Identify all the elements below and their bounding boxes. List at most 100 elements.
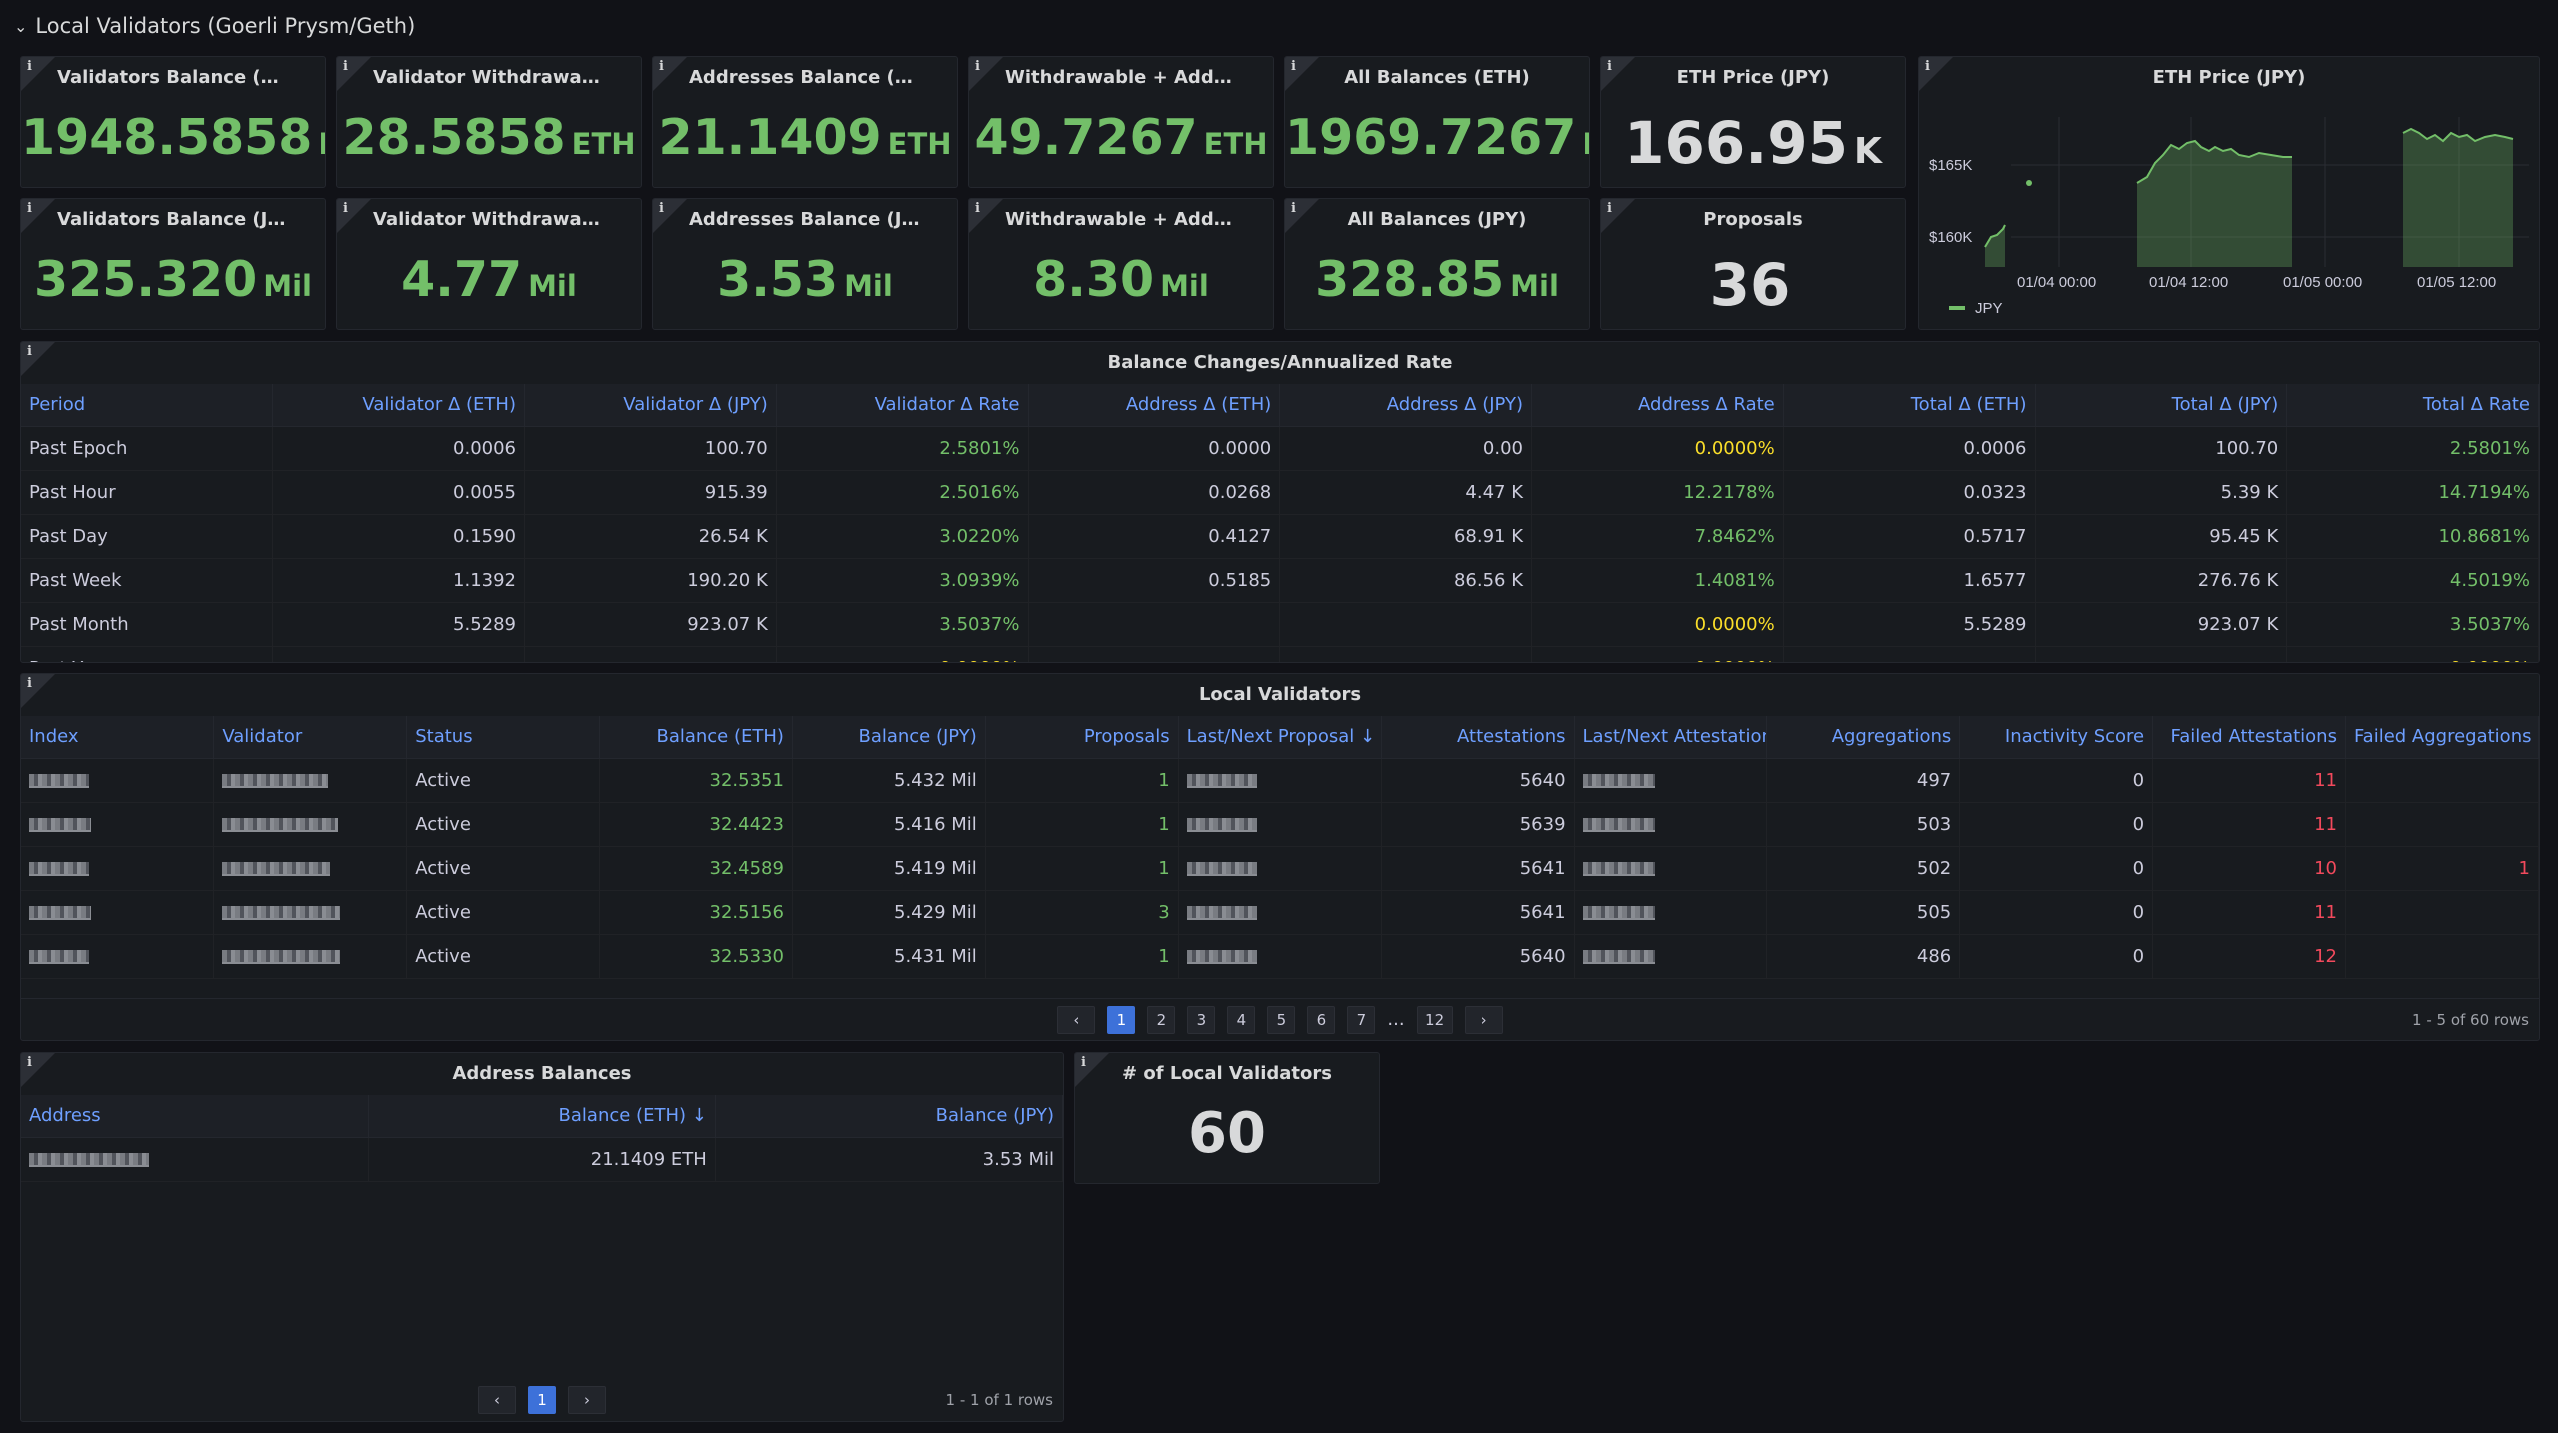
info-icon[interactable]: i [975,59,980,74]
validator-pubkey-redacted[interactable] [213,890,408,935]
table-cell: 503 [1766,802,1961,847]
info-icon[interactable]: i [1925,59,1930,74]
validator-pubkey-redacted[interactable] [213,846,408,891]
table-row[interactable]: Active 32.4589 5.419 Mil 1 5641 502 0 10 1 [21,846,2539,891]
info-icon[interactable]: i [1607,59,1612,74]
page-button[interactable]: 12 [1416,1005,1453,1034]
info-icon[interactable]: i [27,676,32,691]
column-header[interactable]: Total Δ Rate [2286,384,2539,427]
info-icon[interactable]: i [27,344,32,359]
column-header[interactable]: Last/Next Attestation [1574,716,1768,759]
stat-panel: i Validators Balance (JPY) 325.320 Mil [20,198,326,330]
address-redacted[interactable] [21,1137,369,1182]
dashboard-row-title[interactable]: ⌄ Local Validators (Goerli Prysm/Geth) [14,14,415,38]
table-row[interactable]: Active 32.4423 5.416 Mil 1 5639 503 0 11 [21,802,2539,847]
info-icon[interactable]: i [1291,201,1296,216]
page-button[interactable]: 1 [528,1386,556,1414]
table-cell: Past Epoch [21,426,274,471]
validator-pubkey-redacted[interactable] [213,802,408,847]
column-header[interactable]: Balance (JPY) [792,716,986,759]
validator-index-redacted[interactable] [21,846,215,891]
redacted-text [29,905,91,920]
column-header[interactable]: Status [406,716,601,759]
table-cell: 0.0000% [776,646,1029,662]
prev-page-button[interactable]: ‹ [1057,1005,1096,1034]
column-header[interactable]: Validator [213,716,408,759]
table-cell: 0 [1959,934,2154,979]
page-button[interactable]: 4 [1227,1005,1256,1034]
stat-unit: Mil [528,269,577,303]
column-header[interactable]: Validator Δ (ETH) [272,384,525,427]
validator-index-redacted[interactable] [21,758,215,803]
table-cell: 2.5801% [776,426,1029,471]
table-row[interactable]: Active 32.5351 5.432 Mil 1 5640 497 0 11 [21,758,2539,803]
validator-pubkey-redacted[interactable] [213,934,408,979]
page-button[interactable]: 2 [1147,1005,1176,1034]
row-title-text: Local Validators (Goerli Prysm/Geth) [35,14,416,38]
table-row[interactable]: 21.1409 ETH 3.53 Mil [21,1137,1063,1182]
column-header[interactable]: Balance (ETH) [599,716,793,759]
column-header[interactable]: Aggregations [1766,716,1961,759]
page-button[interactable]: 7 [1347,1005,1376,1034]
info-icon[interactable]: i [975,201,980,216]
page-button[interactable]: 3 [1187,1005,1216,1034]
info-icon[interactable]: i [27,201,32,216]
info-icon[interactable]: i [27,59,32,74]
column-header[interactable]: Address Δ Rate [1531,384,1784,427]
next-page-button[interactable]: › [568,1386,606,1414]
table-cell: 5.429 Mil [792,890,986,935]
column-header[interactable]: Failed Attestations [2152,716,2346,759]
column-header[interactable]: Index [21,716,215,759]
column-header[interactable]: Validator Δ (JPY) [524,384,777,427]
prev-page-button[interactable]: ‹ [478,1386,516,1414]
info-icon[interactable]: i [1291,59,1296,74]
column-header[interactable]: Proposals [985,716,1179,759]
last-next-proposal-redacted [1178,802,1382,847]
table-cell: 0.5717 [1783,514,2036,559]
column-header[interactable]: Total Δ (JPY) [2035,384,2288,427]
column-header[interactable]: Total Δ (ETH) [1783,384,2036,427]
table-row[interactable]: Active 32.5330 5.431 Mil 1 5640 486 0 12 [21,934,2539,979]
panel-info-corner [337,199,371,233]
chevron-down-icon: ⌄ [14,16,28,36]
last-next-attestation-redacted [1574,758,1768,803]
column-header[interactable]: Validator Δ Rate [776,384,1029,427]
validator-index-redacted[interactable] [21,890,215,935]
validator-pubkey-redacted[interactable] [213,758,408,803]
table-cell: 0.0006 [272,426,525,471]
page-button[interactable]: 5 [1267,1005,1296,1034]
table-cell: Past Month [21,602,274,647]
info-icon[interactable]: i [659,59,664,74]
page-button[interactable]: 6 [1307,1005,1336,1034]
info-icon[interactable]: i [27,1055,32,1070]
table-cell [524,646,777,662]
info-icon[interactable]: i [343,59,348,74]
column-header[interactable]: Last/Next Proposal ↓ [1178,716,1382,759]
column-header[interactable]: Address Δ (JPY) [1279,384,1532,427]
column-header[interactable]: Failed Aggregations [2345,716,2539,759]
validator-index-redacted[interactable] [21,934,215,979]
info-icon[interactable]: i [1081,1055,1086,1070]
column-header[interactable]: Attestations [1381,716,1575,759]
price-chart-svg[interactable]: $165K $160K 01/04 00:00 01/04 12:00 01/0… [1919,57,2540,330]
column-header[interactable]: Address [21,1095,369,1138]
validator-index-redacted[interactable] [21,802,215,847]
page-button[interactable]: 1 [1107,1005,1136,1034]
column-header[interactable]: Period [21,384,274,427]
table-cell: 32.5351 [599,758,793,803]
column-header[interactable]: Balance (JPY) [715,1095,1063,1138]
info-icon[interactable]: i [1607,201,1612,216]
stat-unit: ETH [887,127,952,161]
table-cell: 86.56 K [1279,558,1532,603]
column-header[interactable]: Inactivity Score [1959,716,2154,759]
column-header[interactable]: Balance (ETH) ↓ [368,1095,716,1138]
table-row[interactable]: Active 32.5156 5.429 Mil 3 5641 505 0 11 [21,890,2539,935]
column-header[interactable]: Address Δ (ETH) [1028,384,1281,427]
info-icon[interactable]: i [659,201,664,216]
info-icon[interactable]: i [343,201,348,216]
next-page-button[interactable]: › [1464,1005,1503,1034]
redacted-text [1582,949,1655,964]
last-next-proposal-redacted [1178,934,1382,979]
table-cell: 10.8681% [2286,514,2539,559]
